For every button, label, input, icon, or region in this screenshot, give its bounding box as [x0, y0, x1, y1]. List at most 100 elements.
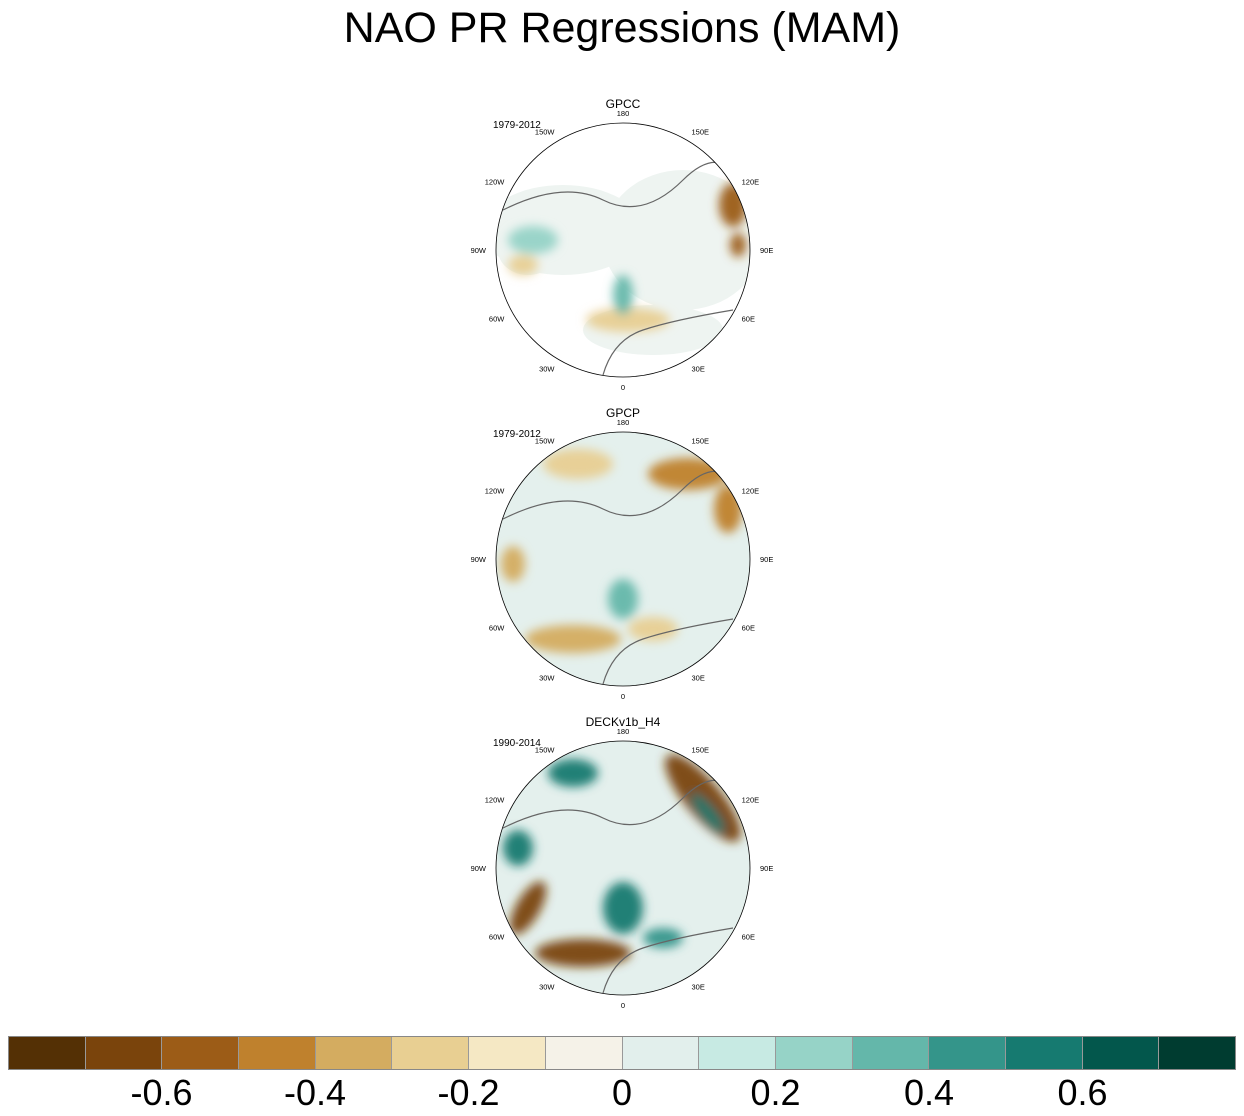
longitude-label: 30E — [692, 983, 705, 992]
anomaly-region — [719, 183, 747, 227]
map-boundary — [495, 740, 751, 996]
colorbar-box — [852, 1037, 930, 1069]
longitude-label: 30W — [539, 365, 555, 374]
longitude-label: 0 — [621, 383, 625, 392]
anomaly-region — [508, 255, 538, 275]
longitude-label: 180 — [617, 418, 630, 427]
longitude-label: 120W — [485, 796, 506, 805]
anomaly-region — [608, 579, 638, 619]
colorbar-box — [469, 1037, 546, 1069]
anomaly-region — [730, 233, 746, 257]
panel-period: 1979-2012 — [493, 429, 541, 440]
anomaly-region — [665, 754, 741, 842]
longitude-label: 90E — [760, 246, 773, 255]
colorbar-box — [622, 1037, 700, 1069]
longitude-label: 60W — [489, 933, 505, 942]
longitude-label: 60E — [742, 315, 755, 324]
panel-title: DECKv1b_H4 — [586, 715, 661, 729]
colorbar-box — [239, 1037, 316, 1069]
colorbar-box — [315, 1037, 393, 1069]
panel-title: GPCP — [606, 406, 640, 420]
anomaly-region — [648, 458, 728, 490]
colorbar-box — [162, 1037, 240, 1069]
anomaly-region — [508, 226, 558, 254]
anomaly-region — [643, 928, 683, 948]
colorbar-box — [929, 1037, 1006, 1069]
longitude-label: 90W — [471, 246, 487, 255]
longitude-label: 30W — [539, 983, 555, 992]
longitude-label: 90W — [471, 864, 487, 873]
anomaly-region — [628, 617, 678, 641]
colorbar-tick-label: 0.6 — [1057, 1072, 1108, 1113]
coastline — [602, 618, 734, 685]
longitude-label: 60W — [489, 315, 505, 324]
longitude-label: 90W — [471, 555, 487, 564]
anomaly-region — [543, 449, 613, 479]
colorbar-tick-label: 0 — [611, 1072, 633, 1113]
map-panel-1: GPCC 1979-2012 180 150E 120E 90E 60E 30E 0 30W 60W… — [471, 97, 774, 392]
map-panel-3: DECKv1b_H4 1990-2014 180 150E 120E 90E 60E 30E 0… — [471, 715, 774, 1010]
map-panel-2: GPCP 1979-2012 180 150E 120E 90E 60E 30E 0 30W 60W… — [471, 406, 774, 701]
longitude-label: 90E — [760, 555, 773, 564]
anomaly-region — [503, 830, 533, 866]
anomaly-region — [535, 939, 631, 967]
longitude-label: 120W — [485, 487, 506, 496]
precip-field — [496, 741, 750, 995]
longitude-label: 90E — [760, 864, 773, 873]
anomaly-region — [509, 881, 547, 935]
panel-period: 1979-2012 — [493, 120, 541, 131]
longitude-label: 30E — [692, 674, 705, 683]
anomaly-region — [501, 546, 525, 582]
field-background — [496, 432, 750, 686]
anomaly-region — [613, 275, 633, 315]
longitude-label: 180 — [617, 109, 630, 118]
panel-period: 1990-2014 — [493, 738, 541, 749]
longitude-label: 150W — [535, 436, 556, 445]
longitude-label: 120E — [742, 487, 760, 496]
map-panels: GPCC 1979-2012 180 150E 120E 90E 60E 30E 0 30W 60W… — [471, 97, 774, 1010]
figure-title: NAO PR Regressions (MAM) — [343, 4, 901, 52]
colorbar-tick-label: 0.2 — [750, 1072, 801, 1113]
colorbar-tick-label: -0.6 — [130, 1072, 193, 1113]
longitude-label: 120W — [485, 178, 506, 187]
colorbar-box — [85, 1037, 163, 1069]
anomaly-region — [714, 485, 742, 533]
longitude-label: 30E — [692, 365, 705, 374]
longitude-label: 60W — [489, 624, 505, 633]
colorbar-box — [1005, 1037, 1083, 1069]
anomaly-region — [603, 882, 643, 934]
colorbar-box — [9, 1037, 86, 1069]
colorbar-box — [1159, 1037, 1235, 1069]
longitude-label: 150W — [535, 745, 556, 754]
panel-title: GPCC — [606, 97, 641, 111]
longitude-label: 60E — [742, 624, 755, 633]
colorbar-box — [699, 1037, 776, 1069]
coastline — [602, 309, 734, 376]
precip-field — [496, 432, 750, 686]
colorbar — [8, 1036, 1236, 1070]
precip-field — [496, 123, 750, 377]
map-boundary — [495, 431, 751, 687]
longitude-label: 0 — [621, 1001, 625, 1010]
colorbar-box — [775, 1037, 853, 1069]
longitude-label: 150E — [692, 436, 710, 445]
anomaly-region — [525, 625, 621, 653]
map-boundary — [495, 122, 751, 378]
colorbar-box — [545, 1037, 623, 1069]
colorbar-box — [1082, 1037, 1160, 1069]
colorbar-tick-label: -0.2 — [437, 1072, 500, 1113]
colorbar-tick-label: 0.4 — [903, 1072, 955, 1113]
longitude-label: 120E — [742, 178, 760, 187]
longitude-label: 120E — [742, 796, 760, 805]
longitude-label: 150E — [692, 127, 710, 136]
longitude-label: 30W — [539, 674, 555, 683]
longitude-label: 150W — [535, 127, 556, 136]
coastline — [602, 927, 734, 994]
colorbar-tick-labels: -0.6 -0.4 -0.2 0 0.2 0.4 0.6 — [8, 1072, 1236, 1116]
longitude-label: 0 — [621, 692, 625, 701]
longitude-label: 150E — [692, 745, 710, 754]
anomaly-region — [548, 759, 598, 787]
longitude-label: 60E — [742, 933, 755, 942]
anomaly-region — [586, 308, 670, 332]
longitude-label: 180 — [617, 727, 630, 736]
